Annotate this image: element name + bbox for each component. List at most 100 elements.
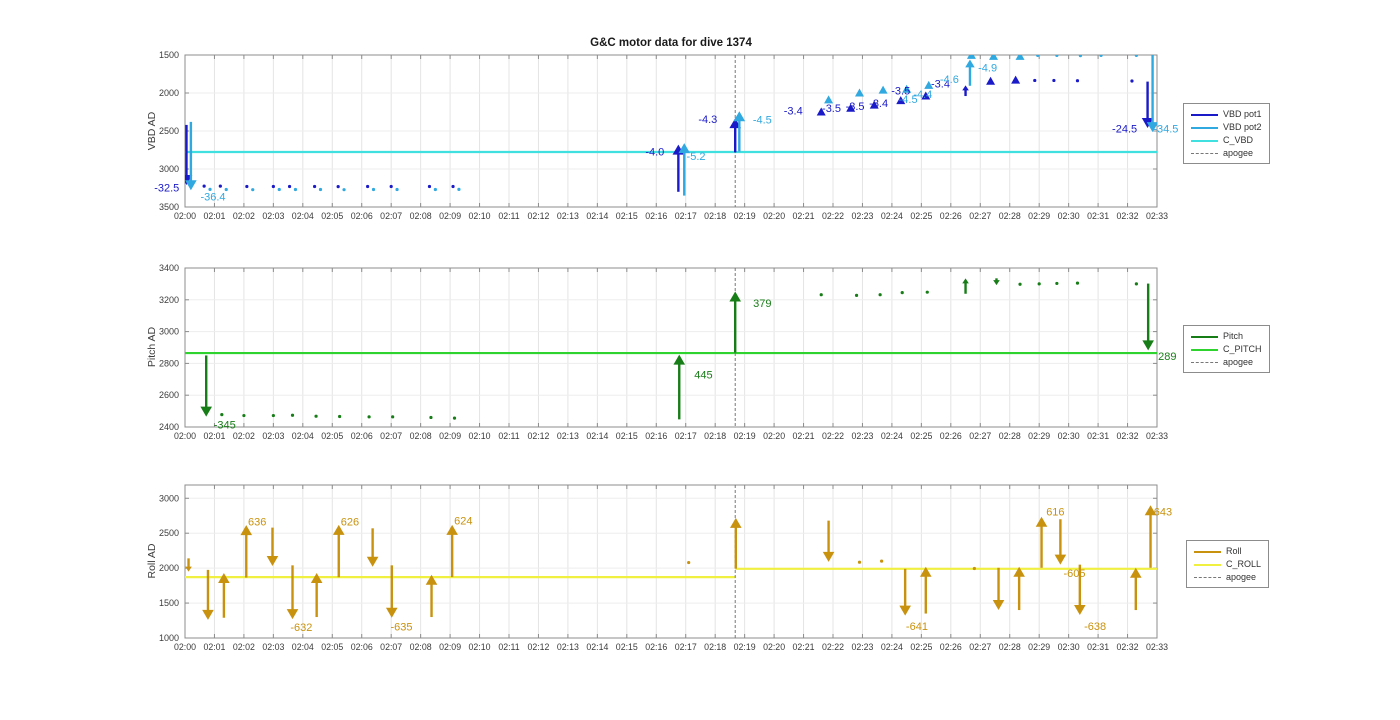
x-tick-label: 02:28 <box>999 642 1021 652</box>
triangle-marker <box>869 100 879 109</box>
x-tick-label: 02:33 <box>1146 211 1168 221</box>
arrow-head <box>185 566 192 572</box>
value-annotation: -4.9 <box>978 63 997 75</box>
arrow-head <box>729 291 742 302</box>
y-tick-label: 1000 <box>159 633 179 643</box>
y-tick-label: 1500 <box>159 598 179 608</box>
x-tick-label: 02:19 <box>734 431 756 441</box>
arrow-head <box>1142 340 1154 351</box>
x-tick-label: 02:29 <box>1028 642 1050 652</box>
vbd-plot: 02:00 02:01 02:02 02:03 02:04 02:05 02:06 02:07… <box>154 50 1178 221</box>
arrow-head <box>286 609 299 620</box>
dot-marker <box>878 293 882 297</box>
y-tick-label: 2500 <box>159 528 179 538</box>
triangle-marker <box>824 95 834 104</box>
value-annotation: -4.3 <box>698 114 717 126</box>
legend-label: apogee <box>1223 148 1254 158</box>
x-tick-label: 02:16 <box>645 642 667 652</box>
value-annotation: 636 <box>248 516 266 528</box>
value-annotation: 626 <box>341 516 359 528</box>
arrow-head <box>822 551 835 562</box>
grid <box>185 268 1157 427</box>
legend-item: Roll <box>1194 545 1261 558</box>
x-tick-label: 02:27 <box>969 431 991 441</box>
legend-item: apogee <box>1194 571 1261 584</box>
legend-item: VBD pot2 <box>1191 121 1262 134</box>
value-annotation: 616 <box>1046 507 1064 519</box>
x-tick-label: 02:00 <box>174 642 196 652</box>
value-annotation: -632 <box>290 622 312 634</box>
x-tick-label: 02:16 <box>645 431 667 441</box>
x-tick-label: 02:20 <box>763 642 785 652</box>
dot-marker <box>1134 282 1138 286</box>
dot-marker <box>271 413 275 418</box>
triangle-marker <box>966 55 976 59</box>
dot-marker <box>314 414 318 418</box>
y-tick-label: 1500 <box>159 50 179 60</box>
x-tick-label: 02:17 <box>675 211 697 221</box>
x-tick-label: 02:03 <box>262 642 284 652</box>
x-tick-label: 02:28 <box>999 431 1021 441</box>
roll-line-sample <box>1194 550 1221 553</box>
dot-marker <box>687 560 691 565</box>
arrow-head <box>729 118 742 129</box>
x-tick-label: 02:05 <box>321 431 343 441</box>
x-tick-label: 02:22 <box>822 431 844 441</box>
x-tick-label: 02:18 <box>704 211 726 221</box>
value-annotation: -4.0 <box>645 147 664 159</box>
value-annotation: -24.5 <box>1112 123 1137 135</box>
x-tick-label: 02:11 <box>498 431 519 441</box>
triangle-marker <box>989 55 999 60</box>
x-tick-label: 02:13 <box>557 211 579 221</box>
legend-item: C_VBD <box>1191 134 1262 147</box>
axes: 02:00 02:01 02:02 02:03 02:04 02:05 02:06 02:07… <box>159 484 1168 652</box>
legend-label: Roll <box>1226 546 1242 556</box>
dot-marker <box>1018 282 1022 286</box>
x-tick-label: 02:06 <box>351 431 373 441</box>
x-tick-label: 02:25 <box>910 431 932 441</box>
x-tick-label: 02:31 <box>1087 431 1109 441</box>
dot-marker <box>429 415 433 420</box>
y-tick-label: 2600 <box>159 390 179 400</box>
arrow-head <box>1144 505 1157 516</box>
value-annotation: -345 <box>214 420 236 432</box>
arrow-head <box>1035 516 1048 527</box>
value-annotation: -3.5 <box>891 86 910 98</box>
dot-marker <box>457 187 461 191</box>
value-annotation: 289 <box>1158 351 1176 363</box>
value-annotation: -4.5 <box>753 115 772 127</box>
dot-marker <box>1036 55 1040 57</box>
x-tick-label: 02:07 <box>380 642 402 652</box>
x-tick-label: 02:17 <box>675 642 697 652</box>
x-tick-label: 02:14 <box>586 211 608 221</box>
x-tick-label: 02:04 <box>292 211 314 221</box>
dot-marker <box>857 560 862 564</box>
dot-marker <box>1075 281 1080 285</box>
dot-marker <box>1037 282 1041 286</box>
x-tick-label: 02:31 <box>1087 211 1109 221</box>
value-annotation: -3.4 <box>931 79 950 91</box>
legend-item: apogee <box>1191 147 1262 160</box>
dot-marker <box>287 184 292 189</box>
arrow-head <box>962 85 969 91</box>
arrow-head <box>185 180 197 191</box>
value-annotation: -4.4 <box>913 89 932 101</box>
arrow-head <box>1054 554 1067 565</box>
grid <box>185 485 1157 638</box>
pitch-plot: 02:00 02:01 02:02 02:03 02:04 02:05 02:06 02:07… <box>159 263 1177 441</box>
arrow-head <box>218 573 230 584</box>
legend-label: C_VBD <box>1223 135 1254 145</box>
x-tick-label: 02:26 <box>940 642 962 652</box>
dot-marker <box>1075 79 1080 83</box>
dot-marker <box>1055 55 1059 57</box>
axes: 02:00 02:01 02:02 02:03 02:04 02:05 02:06 02:07… <box>159 50 1168 221</box>
apogee-line-sample <box>1191 362 1218 363</box>
dot-marker <box>245 184 249 189</box>
vbd-pot2-series <box>185 55 1157 196</box>
arrow-head <box>202 609 214 620</box>
dot-marker <box>293 187 298 192</box>
triangle-marker <box>846 103 856 112</box>
roll-series <box>185 505 1157 620</box>
dot-marker <box>336 185 340 189</box>
